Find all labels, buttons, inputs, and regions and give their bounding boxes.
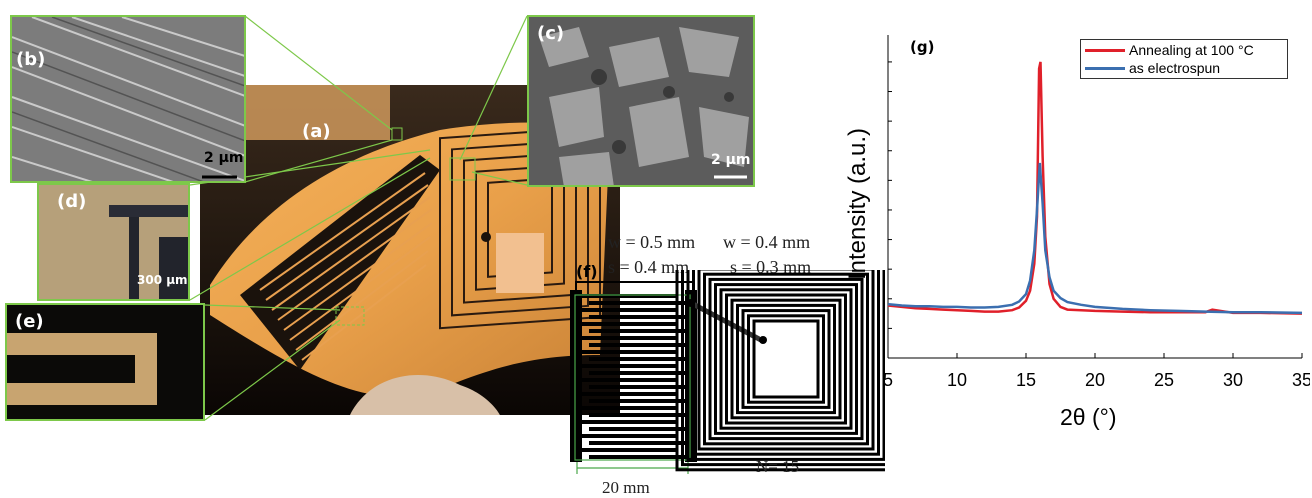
coil-turn — [741, 309, 831, 409]
coil-turn — [714, 283, 858, 435]
coil-turn — [692, 270, 880, 456]
right-width-label: w = 0.4 mm — [723, 232, 811, 252]
sem-annealed-image — [529, 17, 753, 185]
panel-label-f: (f) — [576, 262, 598, 281]
x-axis-label: 2θ (°) — [1060, 404, 1117, 430]
electrode-finger — [589, 455, 685, 459]
electrode-width-label: 20 mm — [602, 478, 650, 497]
panel-label-c: (c) — [537, 23, 565, 44]
scale-bar-b: 2 μm — [204, 150, 244, 166]
electrode-finger — [582, 364, 678, 368]
electrode-finger — [582, 378, 678, 382]
series-line-electrospun — [887, 162, 1303, 315]
electrode-finger — [589, 441, 685, 445]
xrd-chart-svg: 5 10 15 20 25 30 35 — [883, 35, 1312, 390]
electrode-finger — [582, 336, 678, 340]
coil-turns-label: N= 15 — [756, 457, 800, 476]
coil-turn — [725, 293, 847, 425]
sem-fiber-image — [12, 17, 244, 181]
right-spacing-label: s = 0.3 mm — [730, 257, 812, 277]
panel-label-e: (e) — [15, 311, 44, 332]
x-tick-label: 25 — [1154, 370, 1174, 390]
electrode-finger — [582, 392, 678, 396]
electrode-finger — [589, 301, 685, 305]
y-axis-label: Intensity (a.u.) — [844, 127, 871, 281]
series-line-annealed — [887, 61, 1303, 315]
legend-swatch-annealed — [1085, 48, 1125, 52]
panel-label-g: (g) — [910, 38, 935, 56]
coil-turn — [686, 270, 885, 461]
electrode-finger — [582, 420, 678, 424]
xrd-chart: 5 10 15 20 25 30 35 (g) Intensity (a.u.) 2θ (°… — [830, 20, 1312, 470]
electrode-finger — [582, 406, 678, 410]
legend-label-electrospun: as electrospun — [1129, 60, 1221, 76]
x-tick-label: 5 — [883, 370, 893, 390]
inset-e-optical-finger: (e) — [5, 303, 205, 421]
optical-corner-image — [39, 185, 188, 299]
coil-turn — [747, 314, 825, 404]
scale-bar-c: 2 μm — [711, 152, 751, 168]
electrode-finger — [582, 308, 678, 312]
left-width-label: w = 0.5 mm — [608, 232, 696, 252]
coil-turn — [736, 303, 836, 415]
x-tick-label: 30 — [1223, 370, 1243, 390]
coil-turn — [752, 319, 820, 399]
electrode-finger — [582, 434, 678, 438]
electrode-finger — [589, 343, 685, 347]
panel-label-b: (b) — [16, 49, 46, 70]
electrode-finger — [582, 322, 678, 326]
electrode-finger — [589, 413, 685, 417]
electrode-finger — [582, 294, 678, 298]
electrode-finger — [582, 448, 678, 452]
coil-turn — [675, 270, 885, 472]
electrode-finger — [589, 329, 685, 333]
electrode-finger — [589, 357, 685, 361]
coil-turn — [697, 270, 875, 451]
scale-bar-d: 300 μm — [137, 273, 188, 287]
left-spacing-label: s = 0.4 mm — [608, 257, 690, 277]
x-tick-label: 35 — [1292, 370, 1310, 390]
legend-item-annealed: Annealing at 100 °C — [1085, 41, 1287, 59]
optical-finger-image — [7, 305, 203, 419]
electrode-schematic — [570, 270, 885, 474]
inset-b-sem-fibers: (b) 2 μm — [10, 15, 246, 183]
electrode-finger — [589, 427, 685, 431]
coil-turn — [719, 288, 853, 430]
electrode-finger — [589, 371, 685, 375]
x-tick-label: 15 — [1016, 370, 1036, 390]
inset-c-sem-annealed: (c) 2 μm — [527, 15, 755, 187]
electrode-finger — [589, 315, 685, 319]
electrode-finger — [589, 399, 685, 403]
legend-label-annealed: Annealing at 100 °C — [1129, 42, 1254, 58]
coil-turn — [681, 270, 885, 467]
chart-legend: Annealing at 100 °C as electrospun — [1080, 39, 1288, 79]
panel-label-d: (d) — [57, 191, 87, 212]
coil-turn — [730, 298, 842, 420]
legend-swatch-electrospun — [1085, 66, 1125, 70]
electrode-finger — [589, 385, 685, 389]
coil-turn — [703, 272, 869, 446]
inset-d-optical-corner: (d) 300 μm — [37, 183, 190, 301]
panel-label-a: (a) — [302, 121, 331, 142]
electrode-finger — [582, 350, 678, 354]
x-tick-label: 20 — [1085, 370, 1105, 390]
coil-turn — [708, 277, 864, 441]
legend-item-electrospun: as electrospun — [1085, 59, 1287, 77]
x-tick-label: 10 — [947, 370, 967, 390]
